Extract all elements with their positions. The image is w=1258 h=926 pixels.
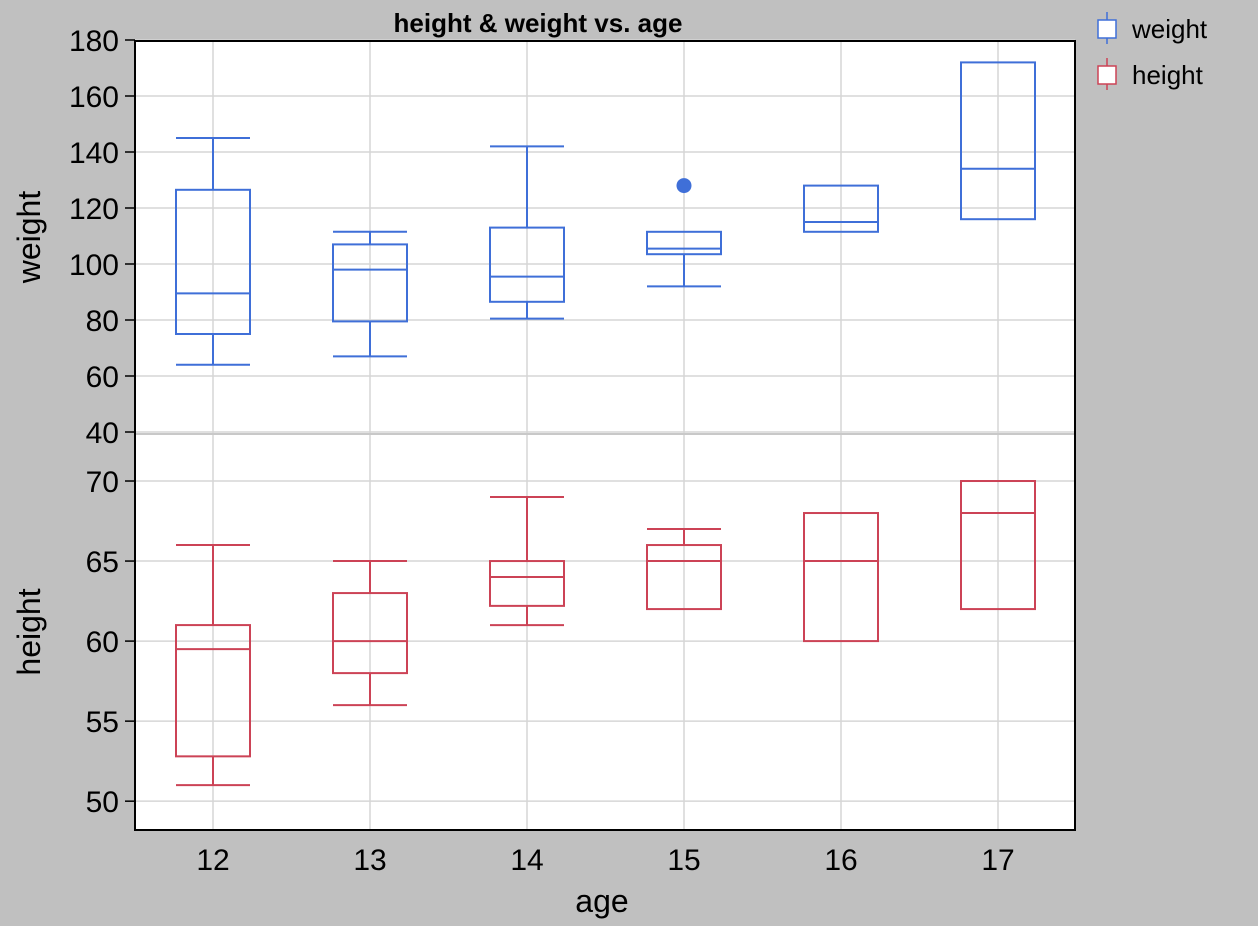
x-tick-label-16: 16 [824,844,857,877]
weight-iqr-box-17 [960,61,1036,221]
weight-box-17 [960,61,1036,221]
x-tick-label-12: 12 [196,844,229,877]
legend-label-weight: weight [1131,14,1208,44]
weight-iqr-box-15 [646,230,722,256]
height-iqr-box-13 [332,592,408,675]
weight-box-16 [803,184,879,233]
legend-label-height: height [1132,60,1204,90]
height-iqr-box-14 [489,560,565,607]
x-tick-label-17: 17 [981,844,1014,877]
weight-box-13 [332,230,408,358]
plot-frame [134,40,1076,831]
weight-iqr-box-12 [175,188,251,335]
height-y-tick-label-65: 65 [86,546,119,579]
height-box-13 [332,560,408,707]
x-axis-label: age [575,883,628,919]
height-y-tick-label-55: 55 [86,706,119,739]
height-box-12 [175,544,251,787]
weight-y-tick-label-40: 40 [86,417,119,450]
height-iqr-box-17 [960,480,1036,611]
weight-y-tick-label-120: 120 [69,193,119,226]
height-y-tick-label-70: 70 [86,466,119,499]
chart-title: height & weight vs. age [394,8,683,38]
plot-area-background [135,41,1075,830]
legend-swatch-weight [1097,19,1117,39]
weight-y-tick-label-80: 80 [86,305,119,338]
y-axis-label-height: height [11,588,47,675]
legend-entry-weight: weight [1097,12,1208,44]
height-box-15 [646,528,722,611]
height-box-14 [489,496,565,627]
x-tick-label-15: 15 [667,844,700,877]
height-y-tick-label-60: 60 [86,626,119,659]
weight-y-tick-label-60: 60 [86,361,119,394]
weight-box-15 [646,178,722,288]
box-marks [175,61,1036,787]
weight-y-tick-label-180: 180 [69,25,119,58]
weight-iqr-box-13 [332,243,408,323]
weight-iqr-box-16 [803,184,879,233]
weight-iqr-box-14 [489,226,565,303]
x-tick-label-13: 13 [353,844,386,877]
legend-swatch-height [1097,65,1117,85]
height-iqr-box-15 [646,544,722,611]
weight-box-14 [489,145,565,320]
height-box-17 [960,480,1036,611]
weight-y-tick-label-100: 100 [69,249,119,282]
weight-outlier-15-0 [676,178,692,194]
height-iqr-box-16 [803,512,879,643]
y-axis-label-weight: weight [11,191,47,285]
tick-labels: 12 13 14 15 16 17 40 60 80 100 120 140 160 180 50 55 60 6… [69,25,1015,877]
x-tick-label-14: 14 [510,844,543,877]
height-y-tick-label-50: 50 [86,786,119,819]
height-iqr-box-12 [175,624,251,758]
legend: weight height [1097,12,1208,90]
weight-y-tick-label-160: 160 [69,81,119,114]
weight-y-tick-label-140: 140 [69,137,119,170]
weight-box-12 [175,137,251,366]
height-box-16 [803,512,879,643]
legend-entry-height: height [1097,58,1204,90]
